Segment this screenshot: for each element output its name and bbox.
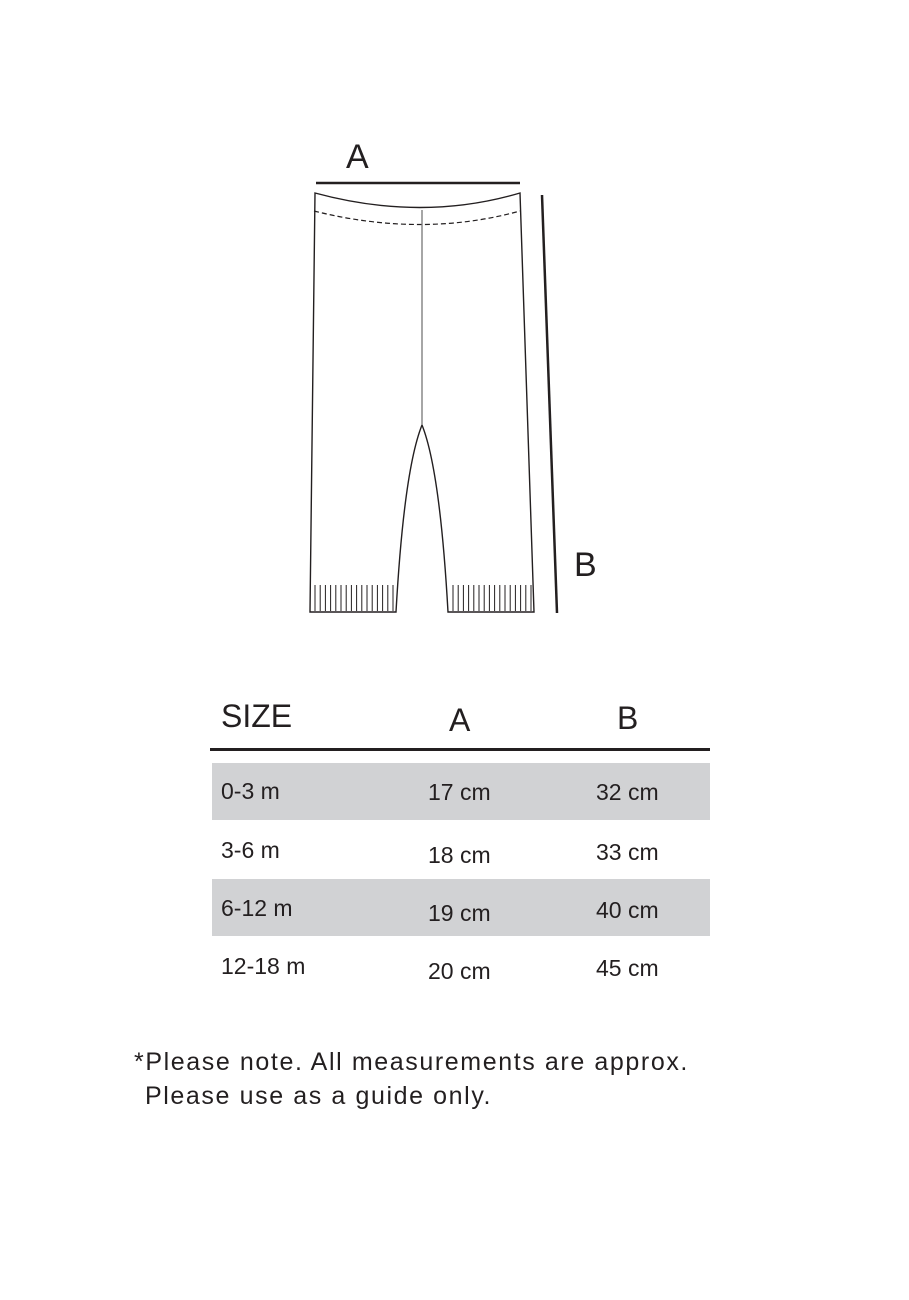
pants-outline [309, 192, 535, 613]
cell-b: 40 cm [596, 897, 659, 923]
cell-a: 19 cm [428, 900, 491, 926]
cell-b: 32 cm [596, 779, 659, 805]
table-row: 0-3 m 17 cm 32 cm [212, 763, 710, 820]
table-row: 12-18 m 20 cm 45 cm [212, 937, 710, 994]
waistband-stitch [313, 210, 521, 226]
cell-size: 3-6 m [221, 837, 280, 863]
cell-size: 12-18 m [221, 953, 306, 979]
cell-a: 20 cm [428, 958, 491, 984]
cell-a: 17 cm [428, 779, 491, 805]
header-a: A [449, 702, 471, 738]
footnote-line-2: Please use as a guide only. [145, 1082, 493, 1110]
dimension-b-line [540, 194, 559, 614]
table-row: 3-6 m 18 cm 33 cm [212, 821, 710, 878]
label-a: A [346, 138, 369, 176]
cuff-ribbing [314, 585, 532, 611]
cell-size: 0-3 m [221, 778, 280, 804]
cell-b: 33 cm [596, 839, 659, 865]
cell-size: 6-12 m [221, 895, 293, 921]
table-row: 6-12 m 19 cm 40 cm [212, 879, 710, 936]
cell-b: 45 cm [596, 955, 659, 981]
header-size: SIZE [221, 698, 293, 734]
label-b: B [574, 546, 597, 584]
footnote-line-1: *Please note. All measurements are appro… [134, 1048, 689, 1076]
header-b: B [617, 700, 639, 736]
header-divider [210, 748, 710, 751]
cell-a: 18 cm [428, 842, 491, 868]
